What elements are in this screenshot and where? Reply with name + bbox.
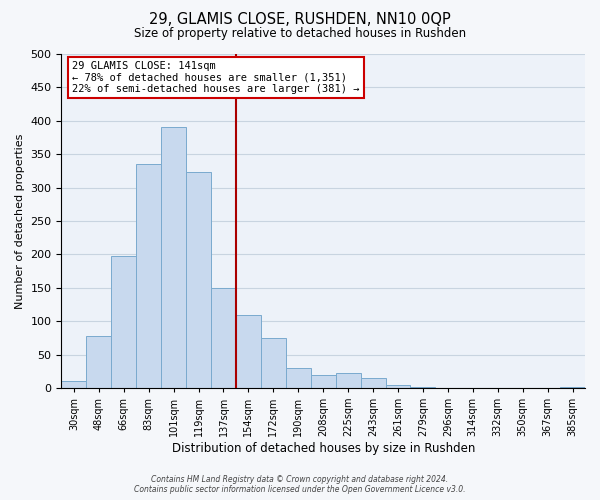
Text: Contains HM Land Registry data © Crown copyright and database right 2024.
Contai: Contains HM Land Registry data © Crown c… <box>134 474 466 494</box>
Bar <box>186 172 211 388</box>
X-axis label: Distribution of detached houses by size in Rushden: Distribution of detached houses by size … <box>172 442 475 455</box>
Bar <box>61 381 86 388</box>
Bar <box>311 374 335 388</box>
Bar <box>386 384 410 388</box>
Bar <box>286 368 311 388</box>
Bar <box>111 256 136 388</box>
Bar <box>335 373 361 388</box>
Bar <box>86 336 111 388</box>
Bar <box>261 338 286 388</box>
Text: 29 GLAMIS CLOSE: 141sqm
← 78% of detached houses are smaller (1,351)
22% of semi: 29 GLAMIS CLOSE: 141sqm ← 78% of detache… <box>72 60 359 94</box>
Bar <box>560 386 585 388</box>
Bar <box>136 164 161 388</box>
Bar <box>211 288 236 388</box>
Bar <box>236 315 261 388</box>
Bar <box>161 128 186 388</box>
Bar <box>361 378 386 388</box>
Text: Size of property relative to detached houses in Rushden: Size of property relative to detached ho… <box>134 28 466 40</box>
Y-axis label: Number of detached properties: Number of detached properties <box>15 134 25 308</box>
Bar <box>410 386 436 388</box>
Text: 29, GLAMIS CLOSE, RUSHDEN, NN10 0QP: 29, GLAMIS CLOSE, RUSHDEN, NN10 0QP <box>149 12 451 28</box>
